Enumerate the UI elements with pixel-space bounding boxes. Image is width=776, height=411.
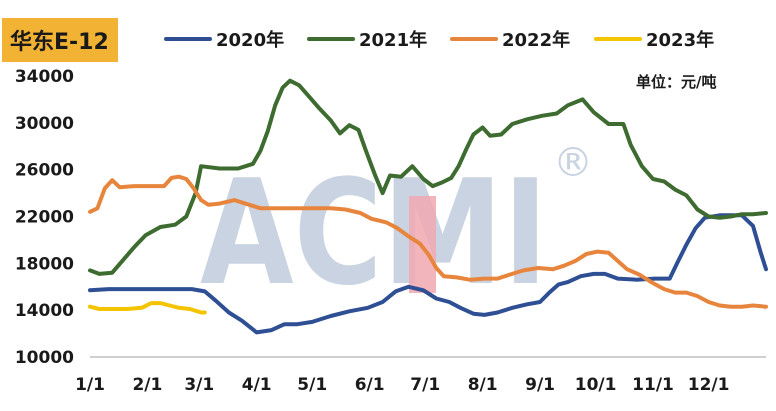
y-tick-label: 10000 xyxy=(15,348,74,368)
legend-item: 2023年 xyxy=(594,29,714,51)
series-line xyxy=(88,78,768,276)
y-tick-label: 22000 xyxy=(15,208,74,228)
x-tick-label: 1/1 xyxy=(75,375,105,395)
legend-item: 2020年 xyxy=(164,29,284,51)
x-axis: 1/1 2/1 3/1 4/1 5/1 6/1 7/1 8/1 9/1 10/1 11/1 12/1 xyxy=(75,356,766,395)
series-line xyxy=(88,213,768,335)
y-tick-label: 18000 xyxy=(15,254,74,274)
x-tick-label: 9/1 xyxy=(525,375,555,395)
x-tick-label: 5/1 xyxy=(297,375,327,395)
chart-title: 华东E-12 xyxy=(10,29,109,55)
x-tick-label: 2/1 xyxy=(132,375,162,395)
x-tick-label: 7/1 xyxy=(410,375,440,395)
series-line xyxy=(88,301,207,315)
legend-label: 2023年 xyxy=(646,29,714,51)
title-box xyxy=(2,18,118,62)
x-tick-label: 12/1 xyxy=(688,375,730,395)
unit-label: 单位：元/吨 xyxy=(636,73,716,91)
x-tick-label: 8/1 xyxy=(468,375,498,395)
x-tick-label: 4/1 xyxy=(242,375,272,395)
y-tick-label: 30000 xyxy=(15,114,74,134)
x-tick-label: 6/1 xyxy=(355,375,385,395)
series-line xyxy=(88,174,768,309)
legend-item: 2022年 xyxy=(450,29,570,51)
legend-label: 2020年 xyxy=(216,29,284,51)
x-tick-label: 3/1 xyxy=(184,375,214,395)
watermark-registered-mark: ® xyxy=(553,140,593,186)
y-tick-label: 14000 xyxy=(15,301,74,321)
legend-label: 2022年 xyxy=(502,29,570,51)
y-axis: 10000 14000 18000 22000 26000 30000 34000 xyxy=(15,67,74,368)
y-tick-label: 26000 xyxy=(15,161,74,181)
legend: 2020年 2021年 2022年 2023年 xyxy=(164,29,714,51)
series-group xyxy=(88,78,768,335)
y-tick-label: 34000 xyxy=(15,67,74,87)
legend-item: 2021年 xyxy=(307,29,427,51)
legend-label: 2021年 xyxy=(359,29,427,51)
x-tick-label: 11/1 xyxy=(632,375,674,395)
x-tick-label: 10/1 xyxy=(575,375,617,395)
